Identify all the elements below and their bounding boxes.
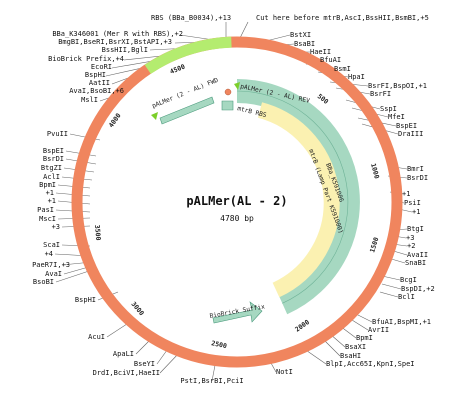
site-label-bsaxi: BsaXI [345,343,366,351]
tick-3500: 3500 [93,224,102,240]
site-label-bsrdi-l: BsrDI [43,155,64,163]
site-label-plus3-l: +3 [52,223,60,231]
site-label-msci: MscI [39,215,56,223]
site-label-bsmi: BsmI [334,65,351,73]
tick-2000: 2000 [294,318,311,334]
fwd-primer-arrow [159,96,215,125]
site-label-bsahi: BsaHI [340,352,361,360]
site-label-bsobi: BsoBI [33,278,54,286]
site-label-bsabi: BsaBI [294,40,315,48]
site-label-bpmi: BpmI [356,334,373,342]
site-label-rbs: RBS (BBa_B0034),+13 [151,14,231,22]
site-label-bcgi: BcgI [400,276,417,284]
tick-1500: 1500 [368,236,380,253]
site-label-scai: ScaI [43,241,60,249]
site-label-bspdi: BspDI,+2 [401,285,435,293]
site-label-btgi: BtgI [407,225,424,233]
site-label-plus1-b: +1 [412,208,420,216]
site-label-plus1-l1: +1 [48,197,56,205]
site-label-ecori: EcoRI [91,63,112,71]
site-label-psii: PsiI [404,199,421,207]
site-label-plus3: +3 [406,234,414,242]
rbs-feature-arc [144,36,232,74]
site-label-btgzi: BtgZI [41,164,62,172]
site-label-cut: Cut here before mtrB,AscI,BssHII,BsmBI,+… [256,14,429,22]
site-label-sspi: SspI [380,105,397,113]
site-label-bba-k346001: BBa_K346001 (Mer R with RBS),+2 [52,30,183,38]
tick-4500: 4500 [169,63,187,76]
site-label-biobrick-prefix: BioBrick Prefix,+4 [48,55,124,63]
site-label-psti: PstI,BsrBI,PciI [180,377,243,385]
site-label-pvuii: PvuII [47,130,68,138]
mtrb-rbs-block [221,100,234,111]
tick-500: 500 [316,92,330,106]
site-label-plus1-l2: +1 [46,189,54,197]
site-label-drdi: DrdI,BciVI,HaeII [93,369,160,377]
site-label-plus2: +2 [407,242,415,250]
site-label-apali: ApaLI [113,350,134,358]
site-label-aatii: AatII [89,79,110,87]
site-label-bspei-r: BspEI [396,122,417,130]
tick-3000: 3000 [129,300,145,317]
site-label-bsrfi: BsrFI [370,90,391,98]
site-label-bsphi-bot: BspHI [75,296,96,304]
tick-2500: 2500 [211,339,228,350]
site-label-blpi: BlpI,Acc65I,KpnI,SpeI [326,360,415,368]
bba-k591006-arc-outline [236,90,349,304]
site-label-avaii: AvaII [407,251,428,259]
plasmid-backbone-ring [71,36,403,368]
plasmid-name: pALMer(AL - 2) [186,194,287,208]
site-label-bstxi: BstXI [290,31,311,39]
site-label-bfuai: BfuAI [320,56,341,64]
site-label-plus1-a: +1 [402,190,410,198]
site-label-bpmi-l: BpmI [39,181,56,189]
site-label-noti: NotI [276,368,293,376]
fwd-primer-marker [151,112,158,120]
site-label-bsrfi-bspoi: BsrFI,BspOI,+1 [368,82,427,90]
site-label-bmri: BmrI [407,165,424,173]
site-label-avrii: AvrII [368,326,389,334]
site-label-draiii: DraIII [398,130,423,138]
site-label-pasi: PasI [37,206,54,214]
plasmid-length: 4780 bp [220,214,254,223]
site-label-avai-bsobi: AvaI,BsoBI,+6 [69,87,124,95]
site-label-bcli: BclI [398,293,415,301]
site-label-acli: AclI [43,173,60,181]
site-label-acui: AcuI [88,333,105,341]
site-label-mfei: MfeI [388,113,405,121]
origin-marker [224,88,232,96]
site-label-paer7i: PaeR7I,+3 [32,261,70,269]
site-label-haeii: HaeII [310,48,331,56]
mtrb-part-arc [257,102,340,298]
site-label-plus4: +4 [45,250,53,258]
site-label-bmgbi: BmgBI,BseRI,BsrXI,BstAPI,+3 [58,38,172,46]
site-label-avai: AvaI [45,270,62,278]
site-label-bsrdi-r: BsrDI [407,174,428,182]
biobrick-suffix-arrow [212,301,263,324]
site-label-bspei-l: BspEI [43,147,64,155]
site-label-hpai: HpaI [348,73,365,81]
site-label-bfuai-bspmi: BfuAI,BspMI,+1 [372,318,431,326]
tick-1000: 1000 [369,162,381,179]
site-label-bsphi-top: BspHI [85,71,106,79]
site-label-bsshii-bgli: BssHII,BglI [102,46,148,54]
site-label-bseyi: BseYI [134,360,155,368]
site-label-snabi: SnaBI [405,259,426,267]
site-label-msli: MslI [81,96,98,104]
rev-primer-marker [234,82,240,90]
